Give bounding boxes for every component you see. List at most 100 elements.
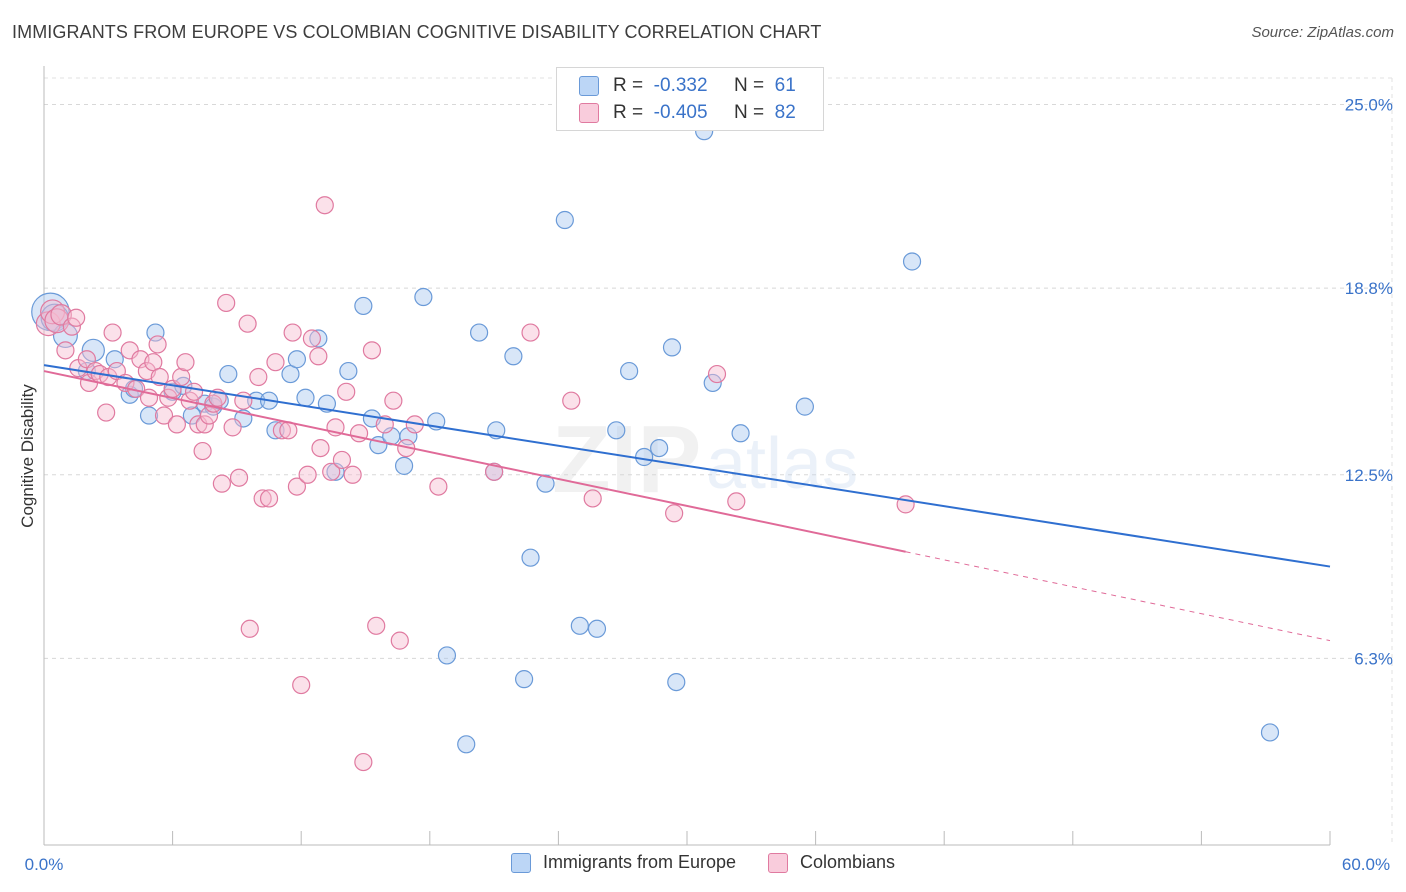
data-point [184,382,204,401]
data-point [665,504,684,523]
data-point [390,631,409,650]
data-point [703,373,722,393]
legend-label-colombians: Colombians [800,852,896,872]
data-point [521,323,540,342]
data-point [332,450,352,470]
legend-swatch-europe [579,76,599,96]
series-colombians [35,196,915,772]
legend-swatch-colombians [579,103,599,123]
data-point [212,474,231,493]
data-point [384,391,403,410]
data-point [583,489,602,508]
data-point [570,616,589,635]
legend-item-colombians: Colombians [768,852,895,873]
data-point [283,323,302,342]
r-value: -0.332 [653,75,708,96]
data-point [240,619,259,638]
legend-row-europe: R = -0.332 N = 61 [579,74,796,98]
trend-lines [43,364,1331,642]
data-point [485,462,504,481]
data-point [555,210,574,230]
data-point [81,338,105,362]
x-tick-label: 60.0% [1342,855,1390,874]
data-point [193,441,212,461]
data-point [176,353,195,372]
data-point [429,477,448,496]
data-point [662,338,682,357]
n-label: N = [733,102,765,123]
data-point [326,462,345,481]
data-point [172,367,191,387]
data-point [343,465,362,484]
data-point [414,287,433,307]
data-point [167,415,186,434]
data-point [437,646,457,665]
legend-label-europe: Immigrants from Europe [542,852,736,872]
data-point [309,347,328,366]
data-points [31,122,1280,772]
data-point [731,424,750,443]
y-axis-title: Cognitive Disability [18,384,37,528]
data-point [67,308,86,327]
r-label: R = [613,102,644,123]
data-point [322,462,341,481]
chart-title: IMMIGRANTS FROM EUROPE VS COLOMBIAN COGN… [12,22,822,42]
data-point [536,474,555,493]
data-point [154,406,174,425]
n-value: 82 [774,102,796,123]
data-point [292,675,311,695]
data-point [367,616,386,635]
data-point [287,477,307,496]
trend-line [43,364,1331,568]
y-tick-label: 6.3% [1354,649,1393,668]
data-point [253,489,272,508]
series-legend: Immigrants from Europe Colombians [0,852,1406,873]
watermark: ZIP atlas [552,406,858,513]
data-point [302,329,322,348]
watermark-zip: ZIP [552,406,701,513]
data-point [795,397,814,416]
data-point [296,388,315,407]
data-point [298,465,317,484]
y-tick-label: 18.8% [1345,279,1393,298]
data-point [97,403,116,422]
data-point [515,670,534,689]
data-point [707,364,727,384]
data-point [199,406,219,425]
legend-swatch-colombians [768,852,788,873]
data-point [195,415,214,434]
data-point [309,329,328,348]
n-value: 61 [774,75,796,96]
data-point [727,492,746,511]
legend-swatch-europe [510,852,531,873]
r-label: R = [613,75,644,96]
trend-line-extension [905,551,1331,642]
data-point [217,293,236,313]
data-point [354,752,373,772]
data-point [902,252,922,271]
data-point [587,619,607,638]
data-point [266,421,285,440]
y-tick-labels: 6.3% 12.5% 18.8% 25.0% [1345,96,1393,669]
y-tick-label: 12.5% [1345,466,1393,485]
data-point [562,391,581,410]
data-point [139,406,159,425]
data-point [62,317,81,336]
x-tick-labels: 0.0% 60.0% [25,855,1390,874]
data-point [469,323,489,342]
data-point [238,314,257,333]
n-label: N = [733,75,765,96]
trend-line [43,370,906,553]
data-point [105,350,124,369]
data-point [650,438,669,458]
data-point [521,548,540,567]
data-point [229,468,249,487]
legend-item-europe: Immigrants from Europe [510,852,736,873]
data-point [315,196,334,215]
data-point [148,335,167,354]
data-point [259,489,279,508]
data-point [620,361,639,381]
r-value: -0.405 [653,102,708,123]
data-point [457,735,476,754]
